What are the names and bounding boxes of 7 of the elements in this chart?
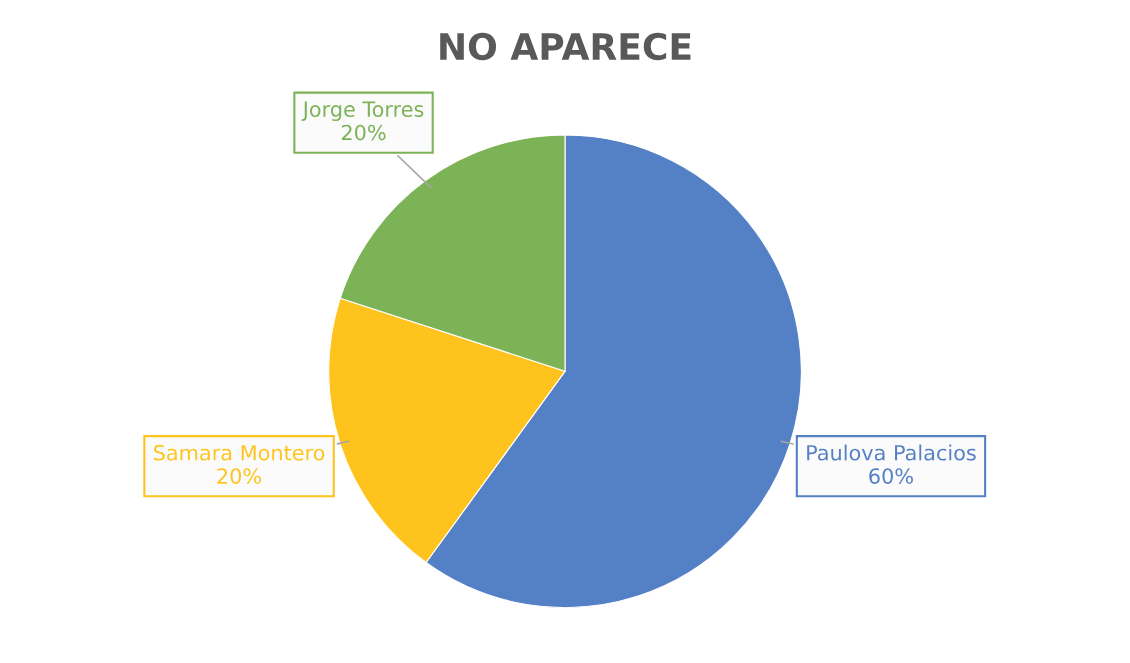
data-label: 20% (341, 124, 386, 141)
data-label: 20% (217, 468, 262, 484)
data-label: 60% (869, 468, 913, 484)
slice-label: Paulova Palacios (807, 444, 976, 461)
slice-label: Samara Montero (154, 444, 325, 461)
slice-label: Jorge Torres (301, 101, 424, 122)
chart-title: NO APARECE (440, 32, 691, 61)
